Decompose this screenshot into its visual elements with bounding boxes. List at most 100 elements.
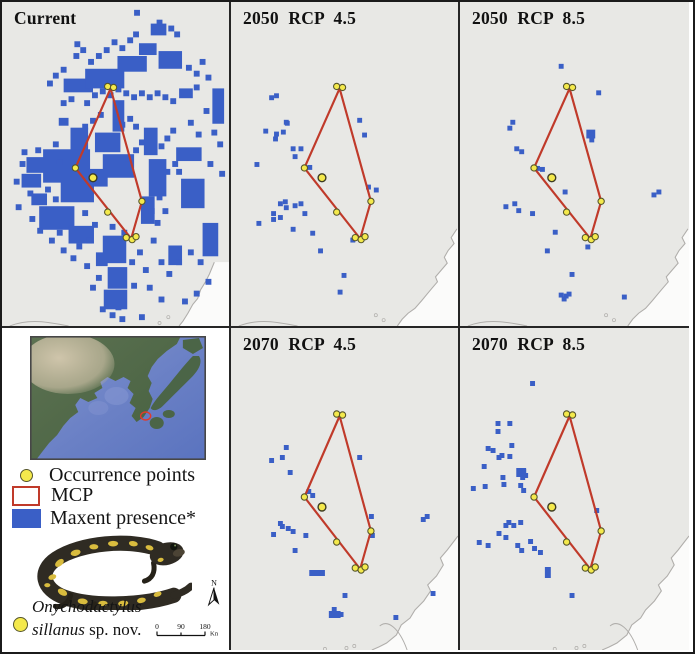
coastline-detail <box>379 623 408 650</box>
island <box>612 318 616 323</box>
panel-title-2070-rcp85: 2070 RCP 8.5 <box>472 334 586 354</box>
occurrence-inner-point <box>547 502 557 512</box>
inset-study-area-marker <box>139 411 152 421</box>
legend-label: Occurrence points <box>49 464 196 486</box>
island <box>604 313 609 318</box>
mcp-polygon <box>532 87 603 240</box>
species-occurrence-dot <box>13 617 28 632</box>
salamander-yellow-spots <box>44 540 164 607</box>
inset-frame <box>30 336 206 460</box>
mcp-polygon <box>303 414 372 571</box>
species-epithet: sillanus <box>32 619 85 639</box>
coastline <box>396 228 458 326</box>
occurrence-inner-point <box>547 173 557 183</box>
svg-text:Km: Km <box>210 631 218 638</box>
island <box>381 318 386 323</box>
island <box>552 647 557 650</box>
panel-title-2070-rcp45: 2070 RCP 4.5 <box>243 334 357 354</box>
occurrence-inner-point <box>317 173 327 183</box>
mcp-polygon <box>532 414 603 571</box>
coastline-detail <box>9 321 69 326</box>
panel-title-2050-rcp45: 2050 RCP 4.5 <box>243 8 357 28</box>
island <box>582 644 587 648</box>
inset-shikoku <box>162 410 175 418</box>
coastline <box>371 535 458 650</box>
coastline-detail <box>609 623 639 650</box>
svg-text:0: 0 <box>155 622 159 631</box>
sea-area <box>627 228 689 326</box>
mcp-swatch <box>12 485 40 506</box>
legend-label: Maxent presence* <box>50 507 197 529</box>
occurrence-points <box>71 82 146 244</box>
salamander-hind-leg-2 <box>79 601 97 610</box>
salamander-snout <box>172 548 185 557</box>
coastline <box>627 228 689 326</box>
map-panel-current: Current <box>2 2 231 328</box>
occurrence-inner-point <box>88 173 98 183</box>
occurrence-points <box>300 410 375 574</box>
north-arrow: N <box>207 579 220 607</box>
island <box>373 313 378 318</box>
maxent-presence-cells <box>254 93 379 295</box>
inset-desert-region <box>30 336 115 394</box>
legend-label: MCP <box>51 484 94 506</box>
mcp-polygon <box>303 87 372 240</box>
coastline-detail <box>238 321 298 326</box>
island <box>166 315 171 320</box>
inset-shallow-sea <box>104 387 129 405</box>
maxent-presence-cells <box>470 381 600 598</box>
sea-area <box>179 262 229 326</box>
map-panel-2070-rcp85: 2070 RCP 8.5 <box>460 328 689 650</box>
maxent-presence-swatch <box>12 509 41 528</box>
location-inset-map <box>30 336 206 460</box>
maxent-presence-cells <box>503 63 662 302</box>
occurrence-points <box>300 82 375 244</box>
panel-title-2050-rcp85: 2050 RCP 8.5 <box>472 8 586 28</box>
legend-panel: Occurrence points MCP Maxent presence* <box>2 328 231 650</box>
sea-area <box>371 536 458 650</box>
species-suffix: sp. nov. <box>84 619 142 639</box>
map-2050-rcp85 <box>467 63 689 326</box>
occurrence-inner-point <box>317 502 327 512</box>
coastline <box>178 261 215 326</box>
island <box>157 321 162 325</box>
map-panel-2050-rcp45: 2050 RCP 4.5 <box>231 2 460 328</box>
island <box>574 646 579 650</box>
coastline-detail <box>467 321 528 326</box>
panel-title-current: Current <box>14 8 77 28</box>
svg-text:N: N <box>211 579 217 588</box>
species-name: Onychodactylus sillanus sp. nov. <box>32 596 142 642</box>
sea-area <box>397 228 458 326</box>
legend-item-occurrence: Occurrence points <box>12 464 195 487</box>
salamander-eye <box>170 543 178 551</box>
salamander-photo <box>37 535 192 610</box>
coastline <box>601 535 689 650</box>
island <box>352 644 357 648</box>
scale-bar: 0 90 180 Km <box>155 622 218 638</box>
maxent-presence-cells <box>269 445 436 620</box>
salamander-hind-leg <box>52 592 74 610</box>
sea-area <box>602 536 689 650</box>
maxent-presence-cells <box>13 9 226 323</box>
salamander-eye-highlight <box>174 544 177 547</box>
occurrence-points <box>530 410 605 574</box>
occurrence-points <box>530 82 605 244</box>
map-2070-rcp45 <box>269 410 458 650</box>
map-panel-2070-rcp45: 2070 RCP 4.5 <box>231 328 460 650</box>
legend-item-mcp: MCP <box>12 484 93 507</box>
map-2050-rcp45 <box>238 82 458 326</box>
inset-shallow-sea-2 <box>88 401 109 415</box>
inset-hokkaido <box>182 338 203 354</box>
map-panel-2050-rcp85: 2050 RCP 8.5 <box>460 2 689 328</box>
occurrence-point-swatch <box>20 469 33 482</box>
species-genus: Onychodactylus <box>32 597 142 616</box>
inset-kyushu <box>149 417 164 429</box>
map-2070-rcp85 <box>470 381 689 650</box>
salamander-tail-tip <box>170 582 192 599</box>
inset-honshu <box>150 356 201 411</box>
map-current <box>9 9 229 326</box>
svg-text:90: 90 <box>177 622 185 631</box>
island <box>344 646 349 650</box>
